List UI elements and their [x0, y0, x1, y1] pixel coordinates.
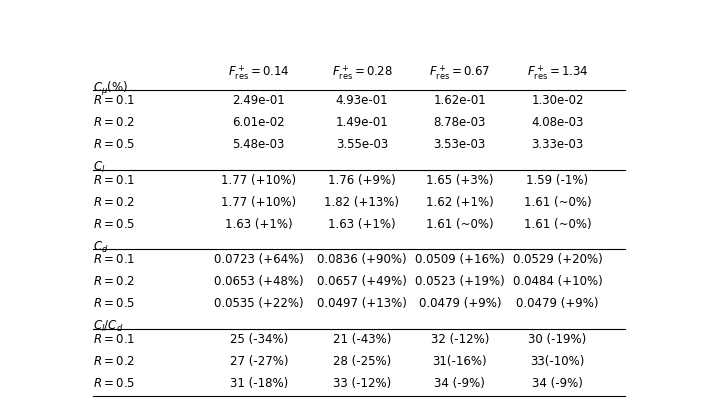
Text: 1.63 (+1%): 1.63 (+1%) [225, 218, 292, 231]
Text: 1.61 (~0%): 1.61 (~0%) [524, 218, 592, 231]
Text: 33 (-12%): 33 (-12%) [333, 377, 391, 390]
Text: 1.82 (+13%): 1.82 (+13%) [325, 196, 400, 209]
Text: 0.0484 (+10%): 0.0484 (+10%) [512, 276, 602, 289]
Text: 1.61 (~0%): 1.61 (~0%) [524, 196, 592, 209]
Text: 0.0535 (+22%): 0.0535 (+22%) [214, 297, 304, 310]
Text: 1.62e-01: 1.62e-01 [433, 94, 486, 107]
Text: 30 (-19%): 30 (-19%) [529, 333, 587, 346]
Text: 3.33e-03: 3.33e-03 [531, 138, 584, 151]
Text: $R = 0.1$: $R = 0.1$ [93, 333, 135, 346]
Text: 1.63 (+1%): 1.63 (+1%) [328, 218, 396, 231]
Text: 0.0479 (+9%): 0.0479 (+9%) [517, 297, 599, 310]
Text: 3.55e-03: 3.55e-03 [336, 138, 388, 151]
Text: 0.0529 (+20%): 0.0529 (+20%) [512, 253, 602, 266]
Text: 32 (-12%): 32 (-12%) [430, 333, 489, 346]
Text: $F^+_{\mathrm{res}} = 1.34$: $F^+_{\mathrm{res}} = 1.34$ [526, 63, 588, 82]
Text: $R = 0.2$: $R = 0.2$ [93, 196, 135, 209]
Text: $R = 0.1$: $R = 0.1$ [93, 174, 135, 187]
Text: 34 (-9%): 34 (-9%) [532, 377, 583, 390]
Text: $F^+_{\mathrm{res}} = 0.67$: $F^+_{\mathrm{res}} = 0.67$ [429, 63, 491, 82]
Text: $F^+_{\mathrm{res}} = 0.14$: $F^+_{\mathrm{res}} = 0.14$ [228, 63, 290, 82]
Text: $R = 0.5$: $R = 0.5$ [93, 297, 135, 310]
Text: 0.0497 (+13%): 0.0497 (+13%) [317, 297, 407, 310]
Text: 33(-10%): 33(-10%) [531, 355, 585, 368]
Text: 1.76 (+9%): 1.76 (+9%) [328, 174, 396, 187]
Text: 0.0723 (+64%): 0.0723 (+64%) [214, 253, 304, 266]
Text: $R = 0.1$: $R = 0.1$ [93, 94, 135, 107]
Text: $C_d$: $C_d$ [93, 240, 109, 255]
Text: $C_l$: $C_l$ [93, 160, 106, 175]
Text: 0.0523 (+19%): 0.0523 (+19%) [415, 276, 505, 289]
Text: 8.78e-03: 8.78e-03 [434, 116, 486, 129]
Text: 2.49e-01: 2.49e-01 [233, 94, 285, 107]
Text: 34 (-9%): 34 (-9%) [435, 377, 485, 390]
Text: 6.01e-02: 6.01e-02 [233, 116, 285, 129]
Text: 1.62 (+1%): 1.62 (+1%) [426, 196, 494, 209]
Text: 0.0657 (+49%): 0.0657 (+49%) [317, 276, 407, 289]
Text: 0.0836 (+90%): 0.0836 (+90%) [317, 253, 407, 266]
Text: 25 (-34%): 25 (-34%) [230, 333, 288, 346]
Text: 0.0653 (+48%): 0.0653 (+48%) [214, 276, 304, 289]
Text: 0.0479 (+9%): 0.0479 (+9%) [418, 297, 501, 310]
Text: 1.77 (+10%): 1.77 (+10%) [222, 196, 297, 209]
Text: $C_l/C_d$: $C_l/C_d$ [93, 319, 123, 334]
Text: $R = 0.5$: $R = 0.5$ [93, 218, 135, 231]
Text: 31(-16%): 31(-16%) [433, 355, 487, 368]
Text: 27 (-27%): 27 (-27%) [229, 355, 288, 368]
Text: $R = 0.2$: $R = 0.2$ [93, 276, 135, 289]
Text: $R = 0.2$: $R = 0.2$ [93, 355, 135, 368]
Text: $F^+_{\mathrm{res}} = 0.28$: $F^+_{\mathrm{res}} = 0.28$ [332, 63, 393, 82]
Text: 0.0509 (+16%): 0.0509 (+16%) [415, 253, 505, 266]
Text: $R = 0.5$: $R = 0.5$ [93, 138, 135, 151]
Text: 28 (-25%): 28 (-25%) [333, 355, 391, 368]
Text: $R = 0.1$: $R = 0.1$ [93, 253, 135, 266]
Text: $C_\mu(\%)$: $C_\mu(\%)$ [93, 81, 128, 98]
Text: 1.77 (+10%): 1.77 (+10%) [222, 174, 297, 187]
Text: 1.30e-02: 1.30e-02 [531, 94, 584, 107]
Text: 1.49e-01: 1.49e-01 [336, 116, 388, 129]
Text: 1.65 (+3%): 1.65 (+3%) [426, 174, 494, 187]
Text: $R = 0.2$: $R = 0.2$ [93, 116, 135, 129]
Text: $R = 0.5$: $R = 0.5$ [93, 377, 135, 390]
Text: 3.53e-03: 3.53e-03 [434, 138, 486, 151]
Text: 21 (-43%): 21 (-43%) [333, 333, 391, 346]
Text: 1.59 (-1%): 1.59 (-1%) [526, 174, 589, 187]
Text: 1.61 (~0%): 1.61 (~0%) [426, 218, 494, 231]
Text: 31 (-18%): 31 (-18%) [230, 377, 288, 390]
Text: 4.93e-01: 4.93e-01 [336, 94, 388, 107]
Text: 4.08e-03: 4.08e-03 [531, 116, 584, 129]
Text: 5.48e-03: 5.48e-03 [233, 138, 285, 151]
